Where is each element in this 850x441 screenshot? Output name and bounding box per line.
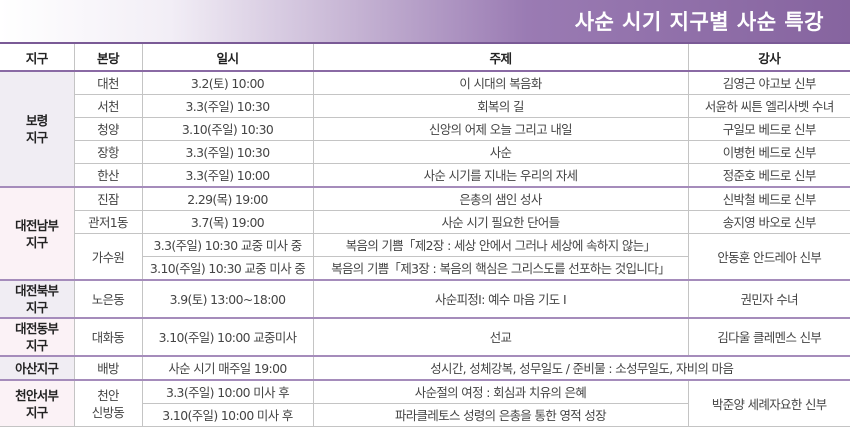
topic-cell: 사순: [312, 140, 689, 164]
parish-cell: 노은동: [73, 279, 143, 319]
datetime-cell: 3.9(토) 13:00~18:00: [141, 279, 314, 319]
topic-cell: 선교: [312, 317, 689, 357]
datetime-cell: 3.10(주일) 10:00 교중미사: [141, 317, 314, 357]
lecturer-cell: 송지영 바오로 신부: [687, 210, 850, 234]
region-cell: 대전동부 지구: [0, 317, 75, 357]
topic-cell: 복음의 기쁨「제3장 : 복음의 핵심은 그리스도를 선포하는 것입니다」: [312, 256, 689, 281]
parish-cell: 한산: [73, 163, 143, 188]
table-row: 대전북부 지구 노은동 3.9(토) 13:00~18:00 사순피정Ⅰ: 예수 …: [0, 279, 850, 319]
topic-cell: 파라클레토스 성령의 은총을 통한 영적 성장: [312, 403, 689, 427]
parish-cell: 가수원: [73, 233, 143, 281]
parish-cell: 청양: [73, 117, 143, 141]
parish-cell: 대천: [73, 70, 143, 95]
table-row: 가수원 3.3(주일) 10:30 교중 미사 중 복음의 기쁨「제2장 : 세…: [0, 233, 850, 281]
datetime-cell: 3.3(주일) 10:30 교중 미사 중: [141, 233, 314, 257]
lecturer-cell: 김다울 클레멘스 신부: [687, 317, 850, 357]
lecturer-cell: 서윤하 씨튼 엘리사벳 수녀: [687, 94, 850, 118]
parish-cell: 천안 신방동: [73, 379, 143, 427]
parish-cell: 관저1동: [73, 210, 143, 234]
lecturer-cell: 김영근 야고보 신부: [687, 70, 850, 95]
table-row: 3.10(주일) 10:00 미사 후 파라클레토스 성령의 은총을 통한 영적…: [0, 403, 850, 427]
topic-cell: 은총의 샘인 성사: [312, 186, 689, 211]
header-row: 지구 본당 일시 주제 강사: [0, 42, 850, 72]
lecturer-cell: 박준양 세례자요한 신부: [687, 379, 850, 427]
lecture-schedule-table: 지구 본당 일시 주제 강사 보령 지구 대천 3.2(토) 10:00 이 시대…: [0, 42, 850, 427]
table-row: 한산 3.3(주일) 10:00 사순 시기를 지내는 우리의 자세 정준호 베…: [0, 163, 850, 188]
datetime-cell: 3.10(주일) 10:00 미사 후: [141, 403, 314, 427]
lecturer-cell: 이병헌 베드로 신부: [687, 140, 850, 164]
table-row: 장항 3.3(주일) 10:30 사순 이병헌 베드로 신부: [0, 140, 850, 164]
datetime-cell: 3.3(주일) 10:30: [141, 140, 314, 164]
datetime-cell: 3.10(주일) 10:30 교중 미사 중: [141, 256, 314, 281]
parish-cell: 배방: [73, 355, 143, 381]
header-parish: 본당: [73, 42, 143, 72]
header-lecturer: 강사: [687, 42, 850, 72]
region-cell: 대전남부 지구: [0, 186, 75, 281]
page-title: 사순 시기 지구별 사순 특강: [574, 10, 824, 34]
lecturer-cell: 신박철 베드로 신부: [687, 186, 850, 211]
datetime-cell: 사순 시기 매주일 19:00: [141, 355, 314, 381]
topic-cell: 복음의 기쁨「제2장 : 세상 안에서 그러나 세상에 속하지 않는」: [312, 233, 689, 257]
topic-cell: 성시간, 성체강복, 성무일도 / 준비물 : 소성무일도, 자비의 마음: [312, 355, 850, 381]
table-row: 대전남부 지구 진잠 2.29(목) 19:00 은총의 샘인 성사 신박철 베드…: [0, 186, 850, 281]
topic-cell: 이 시대의 복음화: [312, 70, 689, 95]
datetime-cell: 2.29(목) 19:00: [141, 186, 314, 211]
table-row: 관저1동 3.7(목) 19:00 사순 시기 필요한 단어들 송지영 바오로 …: [0, 210, 850, 234]
topic-cell: 회복의 길: [312, 94, 689, 118]
banner-gradient: [0, 0, 850, 42]
title-banner: 사순 시기 지구별 사순 특강: [0, 0, 850, 42]
lecturer-cell: 정준호 베드로 신부: [687, 163, 850, 188]
topic-cell: 사순 시기 필요한 단어들: [312, 210, 689, 234]
table-row: 서천 3.3(주일) 10:30 회복의 길 서윤하 씨튼 엘리사벳 수녀: [0, 94, 850, 118]
topic-cell: 사순피정Ⅰ: 예수 마음 기도 Ⅰ: [312, 279, 689, 319]
header-topic: 주제: [312, 42, 689, 72]
table-row: 청양 3.10(주일) 10:30 신앙의 어제 오늘 그리고 내일 구일모 베…: [0, 117, 850, 141]
datetime-cell: 3.3(주일) 10:00: [141, 163, 314, 188]
datetime-cell: 3.3(주일) 10:30: [141, 94, 314, 118]
table-row: 아산지구 배방 사순 시기 매주일 19:00 성시간, 성체강복, 성무일도 …: [0, 355, 850, 381]
region-cell: 보령 지구: [0, 70, 75, 188]
parish-cell: 대화동: [73, 317, 143, 357]
topic-cell: 사순 시기를 지내는 우리의 자세: [312, 163, 689, 188]
datetime-cell: 3.2(토) 10:00: [141, 70, 314, 95]
lecturer-cell: 권민자 수녀: [687, 279, 850, 319]
lecturer-cell: 구일모 베드로 신부: [687, 117, 850, 141]
region-cell: 대전북부 지구: [0, 279, 75, 319]
datetime-cell: 3.7(목) 19:00: [141, 210, 314, 234]
table-row: 천안서부 지구 천안 신방동 3.3(주일) 10:00 미사 후 사순절의 여정 …: [0, 379, 850, 427]
datetime-cell: 3.10(주일) 10:30: [141, 117, 314, 141]
region-cell: 천안서부 지구: [0, 379, 75, 427]
table-row: 3.10(주일) 10:30 교중 미사 중 복음의 기쁨「제3장 : 복음의 …: [0, 256, 850, 281]
datetime-cell: 3.3(주일) 10:00 미사 후: [141, 379, 314, 404]
table-row: 보령 지구 대천 3.2(토) 10:00 이 시대의 복음화 김영근 야고보 신…: [0, 70, 850, 188]
header-region: 지구: [0, 42, 75, 72]
table-row: 대전동부 지구 대화동 3.10(주일) 10:00 교중미사 선교 김다울 클레…: [0, 317, 850, 357]
topic-cell: 사순절의 여정 : 회심과 치유의 은혜: [312, 379, 689, 404]
parish-cell: 장항: [73, 140, 143, 164]
region-cell: 아산지구: [0, 355, 75, 381]
lecturer-cell: 안동훈 안드레아 신부: [687, 233, 850, 281]
parish-cell: 서천: [73, 94, 143, 118]
topic-cell: 신앙의 어제 오늘 그리고 내일: [312, 117, 689, 141]
header-datetime: 일시: [141, 42, 314, 72]
parish-cell: 진잠: [73, 186, 143, 211]
